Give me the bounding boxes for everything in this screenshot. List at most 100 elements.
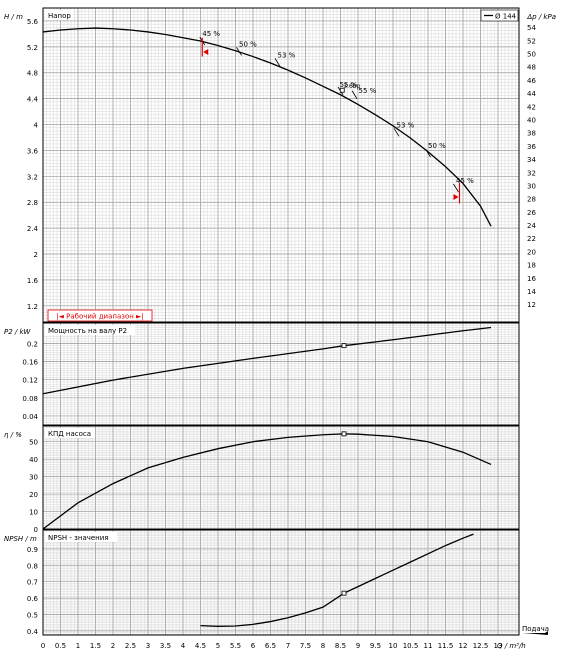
x-tick-label: 3	[146, 642, 150, 650]
y-tick-label: 4.8	[27, 70, 38, 78]
duty-point-marker	[341, 343, 347, 349]
right-y-tick-label: 44	[527, 90, 536, 98]
efficiency-label: 53 %	[397, 121, 415, 129]
x-tick-label: 9	[356, 642, 360, 650]
x-tick-label: 11.5	[438, 642, 454, 650]
right-y-tick-label: 14	[527, 288, 536, 296]
y-tick-label: 0.04	[22, 413, 38, 421]
title-background	[45, 10, 73, 20]
x-axis-footer-label: Подача	[522, 625, 549, 633]
right-y-tick-label: 12	[527, 301, 536, 309]
duty-point-label: 3.6bp	[343, 83, 360, 90]
right-y-axis-label: Δp / kPa	[526, 13, 556, 21]
plot-frame	[42, 7, 520, 323]
panel-efficiency: 0 10 20 30 40 50 η / % КПД насоса	[4, 425, 520, 534]
x-tick-label: 6.5	[265, 642, 276, 650]
y-tick-label: 0.9	[27, 546, 38, 554]
x-tick-label: 8.5	[335, 642, 346, 650]
x-tick-label: 4.5	[195, 642, 206, 650]
major-grid	[42, 323, 519, 425]
x-tick-label: 0	[41, 642, 45, 650]
x-tick-label: 2	[111, 642, 115, 650]
right-y-tick-label: 22	[527, 235, 536, 243]
series-line-efficiency	[42, 433, 492, 530]
y-axis-label: H / m	[4, 13, 23, 21]
y-tick-label: 40	[29, 456, 38, 464]
efficiency-tick	[425, 148, 431, 158]
right-y-tick-label: 54	[527, 24, 536, 32]
x-tick-label: 10	[389, 642, 398, 650]
efficiency-tick	[236, 47, 242, 56]
efficiency-label: 50 %	[239, 40, 257, 48]
y-tick-label: 5.6	[27, 18, 39, 26]
right-y-tick-label: 36	[527, 143, 536, 151]
x-axis-label: Q / m³/h	[497, 642, 526, 650]
duty-point-marker	[341, 590, 347, 596]
major-grid	[42, 8, 519, 322]
plot-frame	[42, 322, 520, 426]
series-line-power	[42, 326, 492, 395]
right-y-tick-label: 40	[527, 116, 536, 124]
efficiency-tick	[274, 58, 281, 67]
range-end-arrow	[453, 194, 459, 201]
plot-frame	[42, 529, 520, 636]
panel-title: Мощность на валу P2	[48, 327, 127, 335]
efficiency-tick	[453, 183, 459, 193]
duty-point-marker	[341, 431, 347, 437]
y-tick-label: 0	[34, 526, 38, 534]
right-y-tick-label: 48	[527, 64, 536, 72]
x-tick-label: 8	[321, 642, 325, 650]
panel-npsh: 0.4 0.5 0.6 0.7 0.8 0.9 NPSH / m NPSH - значени…	[4, 529, 549, 650]
x-tick-label: 12	[459, 642, 468, 650]
y-tick-label: 20	[29, 491, 38, 499]
x-tick-label: 11	[424, 642, 433, 650]
panel-title: NPSH - значения	[48, 534, 109, 542]
x-axis-arrow	[523, 631, 548, 635]
efficiency-label: 45 %	[456, 177, 474, 185]
y-tick-label: 1.2	[27, 303, 38, 311]
y-tick-label: 10	[29, 509, 38, 517]
right-y-tick-label: 30	[527, 182, 536, 190]
y-tick-label: 0.4	[27, 628, 39, 636]
y-tick-label: 5.2	[27, 44, 38, 52]
x-tick-label: 0.5	[55, 642, 66, 650]
x-tick-label: 5	[216, 642, 220, 650]
x-tick-label: 13	[494, 642, 503, 650]
title-background	[45, 325, 135, 335]
legend-box	[480, 9, 519, 22]
y-axis-label: η / %	[4, 431, 22, 439]
right-y-tick-label: 28	[527, 196, 536, 204]
y-tick-label: 0.8	[27, 562, 38, 570]
panel-power: 0.04 0.08 0.12 0.16 0.2 P2 / kW Мощность на ва…	[4, 322, 520, 426]
right-y-tick-label: 46	[527, 77, 536, 85]
right-y-tick-label: 50	[527, 51, 536, 59]
panel-head: 1.2 1.6 2 2.4 2.8 3.2 3.6 4 4.4 4.8 5.2 5.6 H / m Нап…	[4, 7, 556, 323]
efficiency-label: 45 %	[202, 30, 220, 38]
x-tick-label: 7	[286, 642, 290, 650]
y-tick-label: 2.4	[27, 225, 39, 233]
y-tick-label: 0.5	[27, 611, 38, 619]
right-y-tick-label: 42	[527, 103, 536, 111]
right-y-tick-label: 52	[527, 37, 536, 45]
x-tick-label: 9.5	[370, 642, 381, 650]
right-y-tick-label: 18	[527, 262, 536, 270]
x-tick-label: 4	[181, 642, 186, 650]
efficiency-tick	[351, 90, 358, 99]
y-tick-label: 3.6	[27, 147, 39, 155]
efficiency-label: 53 %	[278, 51, 296, 59]
y-tick-label: 50	[29, 439, 38, 447]
x-tick-label: 5.5	[230, 642, 241, 650]
right-y-tick-label: 24	[527, 222, 536, 230]
right-y-tick-label: 32	[527, 169, 536, 177]
y-tick-label: 0.08	[22, 395, 38, 403]
y-tick-label: 30	[29, 474, 38, 482]
y-tick-label: 4.4	[27, 96, 39, 104]
x-tick-label: 1	[76, 642, 80, 650]
y-tick-label: 0.6	[27, 595, 39, 603]
operating-range-box	[47, 309, 153, 322]
y-tick-label: 2.8	[27, 199, 38, 207]
right-y-tick-label: 34	[527, 156, 536, 164]
efficiency-label: 50 %	[428, 142, 446, 150]
duty-point-marker	[339, 87, 345, 93]
